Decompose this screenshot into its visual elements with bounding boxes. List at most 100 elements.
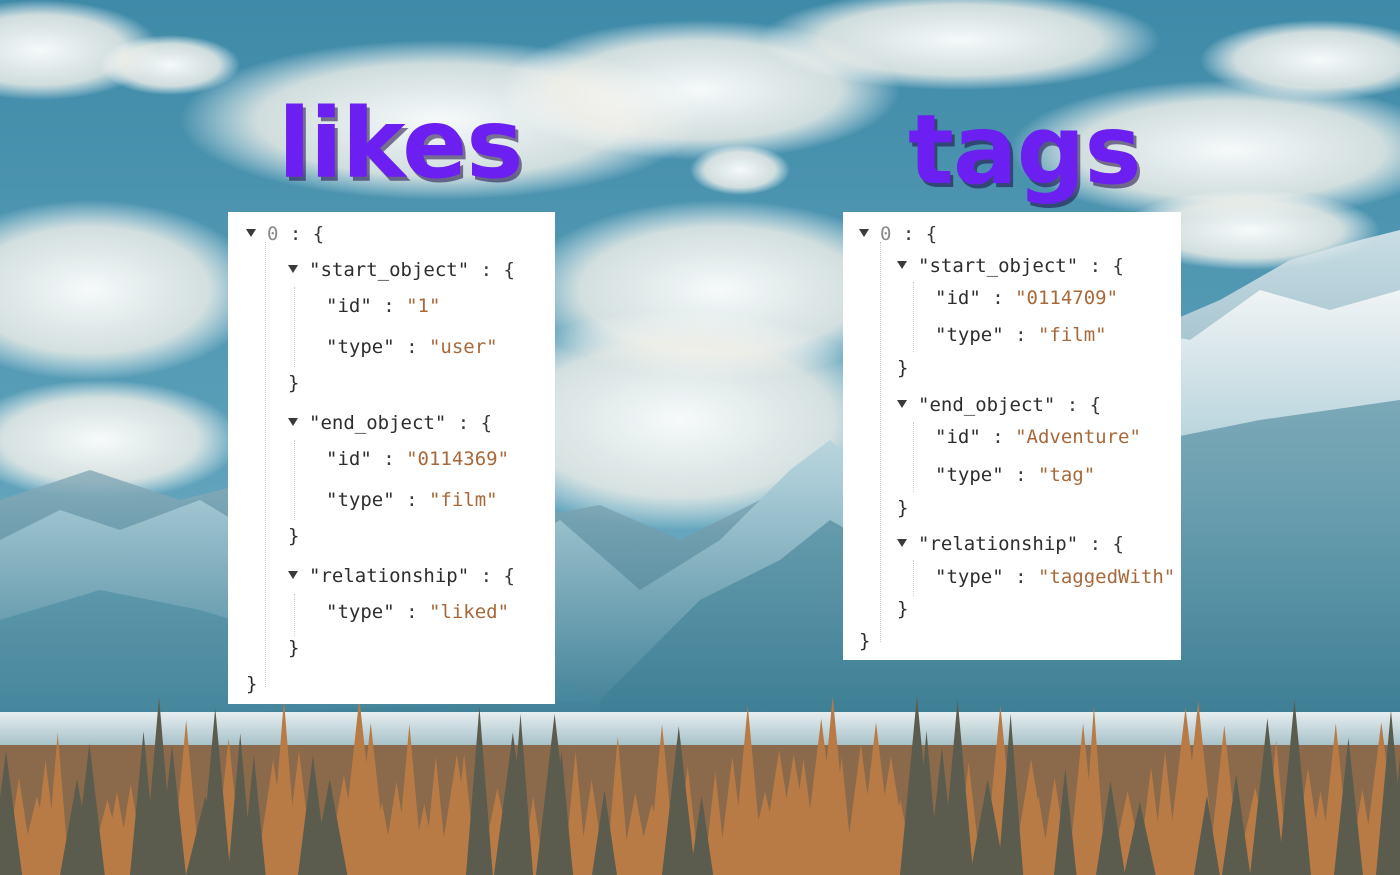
- indent-guide: [913, 422, 914, 492]
- expand-toggle-icon[interactable]: [288, 571, 298, 579]
- end-type-row: "type" : "tag": [935, 464, 1095, 486]
- relationship-row[interactable]: "relationship" : {: [288, 565, 515, 587]
- open-brace: {: [1112, 533, 1124, 555]
- json-key: "id": [935, 426, 981, 448]
- expand-toggle-icon[interactable]: [897, 261, 907, 269]
- tree-shape: [550, 750, 573, 875]
- close-brace: }: [288, 372, 300, 394]
- likes-heading: likes: [278, 88, 523, 200]
- indent-guide: [294, 440, 295, 520]
- tree-shape: [1222, 774, 1251, 875]
- tree-shape: [1278, 699, 1311, 875]
- tree-shape: [942, 699, 974, 875]
- root-node-row[interactable]: 0 : {: [859, 223, 937, 245]
- indent-guide: [294, 287, 295, 367]
- expand-toggle-icon[interactable]: [288, 265, 298, 273]
- json-key: "type": [326, 336, 395, 358]
- tree-shape: [970, 779, 1006, 875]
- tree-shape: [1082, 705, 1106, 875]
- json-string-value: "tag": [1037, 464, 1096, 486]
- separator: :: [394, 601, 429, 623]
- json-key: "type": [326, 489, 395, 511]
- tree-shape: [732, 705, 764, 875]
- relationship-row[interactable]: "relationship" : {: [897, 533, 1124, 555]
- json-key: "type": [935, 324, 1004, 346]
- open-brace: {: [312, 223, 325, 245]
- start-object-row[interactable]: "start_object" : {: [288, 259, 515, 281]
- open-brace: {: [1112, 255, 1124, 277]
- separator: :: [1003, 566, 1038, 588]
- separator: :: [469, 259, 504, 281]
- close-brace: }: [859, 630, 871, 652]
- json-string-value: "1": [406, 295, 441, 317]
- open-brace: {: [503, 565, 515, 587]
- relationship-type-row: "type" : "taggedWith": [935, 566, 1175, 588]
- array-index: 0: [267, 223, 279, 245]
- end-id-row: "id" : "Adventure": [935, 426, 1141, 448]
- tree-shape: [592, 789, 617, 875]
- json-key: "id": [326, 448, 372, 470]
- tree-shape: [200, 707, 231, 875]
- tree-shape: [508, 713, 534, 875]
- json-key: "start_object": [309, 259, 470, 281]
- root-node-row[interactable]: 0 : {: [246, 223, 324, 245]
- expand-toggle-icon[interactable]: [246, 229, 256, 237]
- relationship-type-row: "type" : "liked": [326, 601, 509, 623]
- json-string-value: "user": [428, 336, 498, 358]
- separator: :: [1003, 324, 1038, 346]
- tree-shape: [312, 778, 348, 875]
- json-key: "type": [935, 464, 1004, 486]
- tree-shape: [606, 736, 630, 875]
- end-id-row: "id" : "0114369": [326, 448, 509, 470]
- json-string-value: "liked": [428, 601, 510, 623]
- tree-shape: [1194, 795, 1220, 875]
- json-key: "start_object": [918, 255, 1079, 277]
- close-brace: }: [288, 637, 300, 659]
- tree-shape: [1390, 756, 1400, 875]
- tree-shape: [242, 755, 266, 875]
- json-string-value: "taggedWith": [1037, 566, 1176, 588]
- close-brace: }: [288, 525, 300, 547]
- expand-toggle-icon[interactable]: [288, 418, 298, 426]
- separator: :: [891, 223, 926, 245]
- indent-guide: [913, 282, 914, 352]
- tree-shape: [46, 732, 70, 875]
- end-object-row[interactable]: "end_object" : {: [897, 394, 1101, 416]
- tree-shape: [998, 713, 1024, 875]
- start-type-row: "type" : "user": [326, 336, 498, 358]
- separator: :: [394, 336, 429, 358]
- close-brace: }: [897, 497, 909, 519]
- separator: :: [394, 489, 429, 511]
- expand-toggle-icon[interactable]: [859, 229, 869, 237]
- likes-json-viewer: 0 : { "start_object" : { "id" : "1" "typ…: [228, 212, 555, 704]
- separator: :: [469, 565, 504, 587]
- open-brace: {: [1089, 394, 1102, 416]
- json-string-value: "film": [1037, 324, 1107, 346]
- json-string-value: "0114369": [406, 448, 510, 470]
- tree-shape: [424, 756, 448, 875]
- tree-shape: [1124, 801, 1156, 875]
- separator: :: [371, 448, 407, 470]
- expand-toggle-icon[interactable]: [897, 539, 907, 547]
- json-key: "type": [935, 566, 1004, 588]
- indent-guide: [294, 594, 295, 636]
- tree-shape: [1054, 768, 1077, 875]
- start-object-row[interactable]: "start_object" : {: [897, 255, 1124, 277]
- tree-shape: [1250, 718, 1285, 875]
- json-key: "relationship": [918, 533, 1079, 555]
- start-id-row: "id" : "1": [326, 295, 440, 317]
- separator: :: [1003, 464, 1038, 486]
- start-type-row: "type" : "film": [935, 324, 1107, 346]
- end-object-row[interactable]: "end_object" : {: [288, 412, 492, 434]
- tree-shape: [74, 743, 105, 875]
- expand-toggle-icon[interactable]: [897, 400, 907, 408]
- indent-guide: [880, 242, 881, 642]
- json-key: "relationship": [309, 565, 470, 587]
- open-brace: {: [925, 223, 938, 245]
- json-string-value: "0114709": [1015, 287, 1119, 309]
- json-string-value: "film": [428, 489, 498, 511]
- separator: :: [1078, 533, 1113, 555]
- separator: :: [980, 287, 1016, 309]
